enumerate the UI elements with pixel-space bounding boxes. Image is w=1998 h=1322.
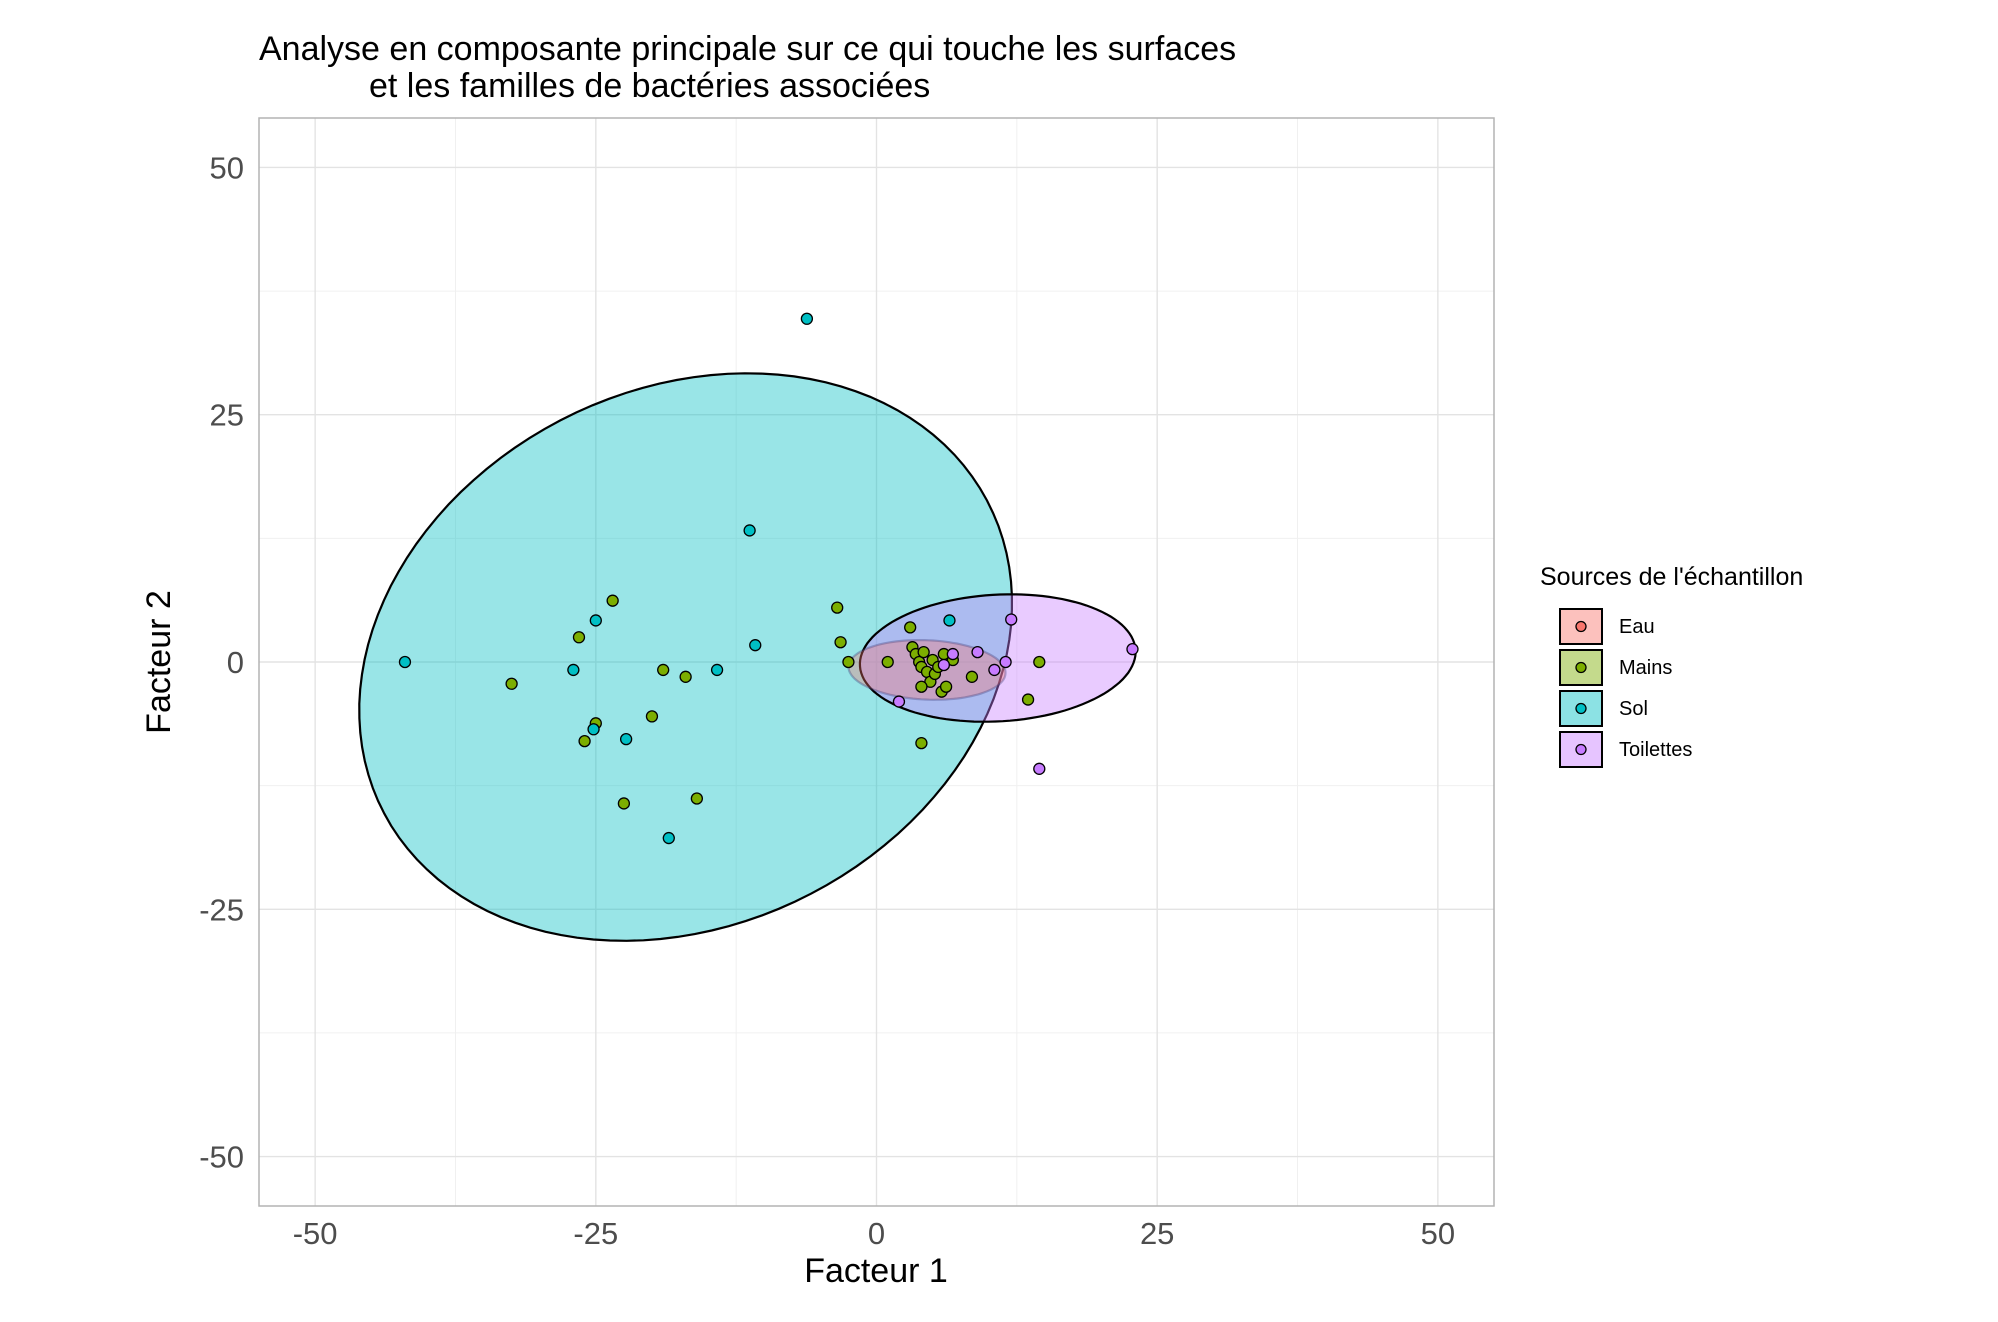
point-mains [881, 655, 894, 669]
point-mains [505, 677, 518, 690]
point-sol [587, 723, 600, 736]
point-sol [749, 639, 762, 652]
x-tick-label: 25 [1140, 1216, 1174, 1251]
legend-label-sol: Sol [1619, 698, 1648, 720]
point-toilettes [999, 655, 1012, 669]
point-mains [1033, 655, 1046, 669]
point-toilettes [1126, 642, 1139, 656]
point-mains [690, 792, 704, 805]
data-points [398, 312, 1139, 845]
point-toilettes [892, 695, 906, 708]
point-sol [710, 663, 724, 677]
point-mains [578, 734, 591, 748]
legend-title: Sources de l'échantillon [1540, 563, 1803, 591]
legend-key-point-eau [1575, 620, 1587, 633]
point-mains [842, 655, 855, 669]
point-sol [943, 614, 956, 627]
x-tick-label: -25 [573, 1216, 618, 1251]
point-sol [662, 831, 675, 845]
point-toilettes [971, 645, 984, 659]
legend-key-point-sol [1575, 702, 1587, 715]
y-tick-label: 25 [210, 398, 244, 433]
point-toilettes [946, 647, 959, 661]
point-mains [904, 621, 917, 634]
ellipse-toilettes [858, 593, 1137, 723]
legend-label-eau: Eau [1619, 616, 1655, 638]
major-gridlines [259, 118, 1494, 1206]
point-sol [619, 732, 633, 746]
x-axis-tick-labels: -50 -25 0 25 50 [293, 1216, 1455, 1251]
legend-label-mains: Mains [1619, 657, 1672, 679]
chart-title-line-2: et les familles de bactéries associées [369, 67, 930, 105]
legend: Sources de l'échantillon Eau Mains Sol Toil… [1540, 563, 1803, 768]
point-mains [617, 797, 631, 810]
legend-item-toilettes: Toilettes [1559, 731, 1692, 768]
point-sol [800, 312, 814, 325]
point-sol [567, 663, 580, 677]
point-mains [1021, 693, 1035, 706]
legend-item-eau: Eau [1559, 608, 1655, 645]
x-tick-label: 50 [1421, 1216, 1455, 1251]
y-tick-label: -50 [199, 1140, 244, 1175]
point-toilettes [988, 663, 1001, 677]
point-mains [679, 670, 692, 683]
plot-panel [258, 117, 1495, 1207]
point-mains [915, 680, 928, 693]
point-sol [589, 614, 602, 627]
point-mains [834, 636, 847, 649]
point-mains [645, 710, 659, 723]
y-tick-label: 50 [210, 150, 244, 185]
legend-key-sol [1559, 690, 1603, 727]
point-mains [915, 736, 928, 750]
legend-key-point-toilettes [1575, 743, 1587, 756]
legend-label-toilettes: Toilettes [1619, 739, 1692, 761]
legend-item-mains: Mains [1559, 649, 1672, 686]
x-tick-label: 0 [868, 1216, 885, 1251]
point-mains [606, 594, 619, 607]
point-toilettes [937, 658, 951, 672]
point-mains [831, 601, 844, 614]
ellipse-sol [358, 372, 1013, 942]
point-sol [398, 655, 412, 669]
x-tick-label: -50 [293, 1216, 338, 1251]
point-toilettes [1033, 762, 1046, 775]
point-mains [917, 645, 930, 659]
legend-key-point-mains [1575, 661, 1587, 674]
x-axis-title: Facteur 1 [804, 1252, 948, 1290]
chart-title-line-1: Analyse en composante principale sur ce … [259, 30, 1236, 68]
y-axis-title: Facteur 2 [140, 590, 178, 734]
point-toilettes [1005, 613, 1018, 626]
confidence-ellipses [358, 372, 1137, 942]
y-tick-label: 0 [227, 645, 244, 680]
panel-border [258, 117, 1495, 1207]
point-mains [572, 631, 586, 644]
legend-item-sol: Sol [1559, 690, 1648, 727]
point-mains [657, 663, 670, 677]
point-mains [965, 670, 979, 683]
y-axis-tick-labels: -50 -25 0 25 50 [199, 150, 244, 1174]
point-sol [743, 524, 756, 537]
y-tick-label: -25 [199, 892, 244, 927]
point-mains [939, 680, 953, 693]
